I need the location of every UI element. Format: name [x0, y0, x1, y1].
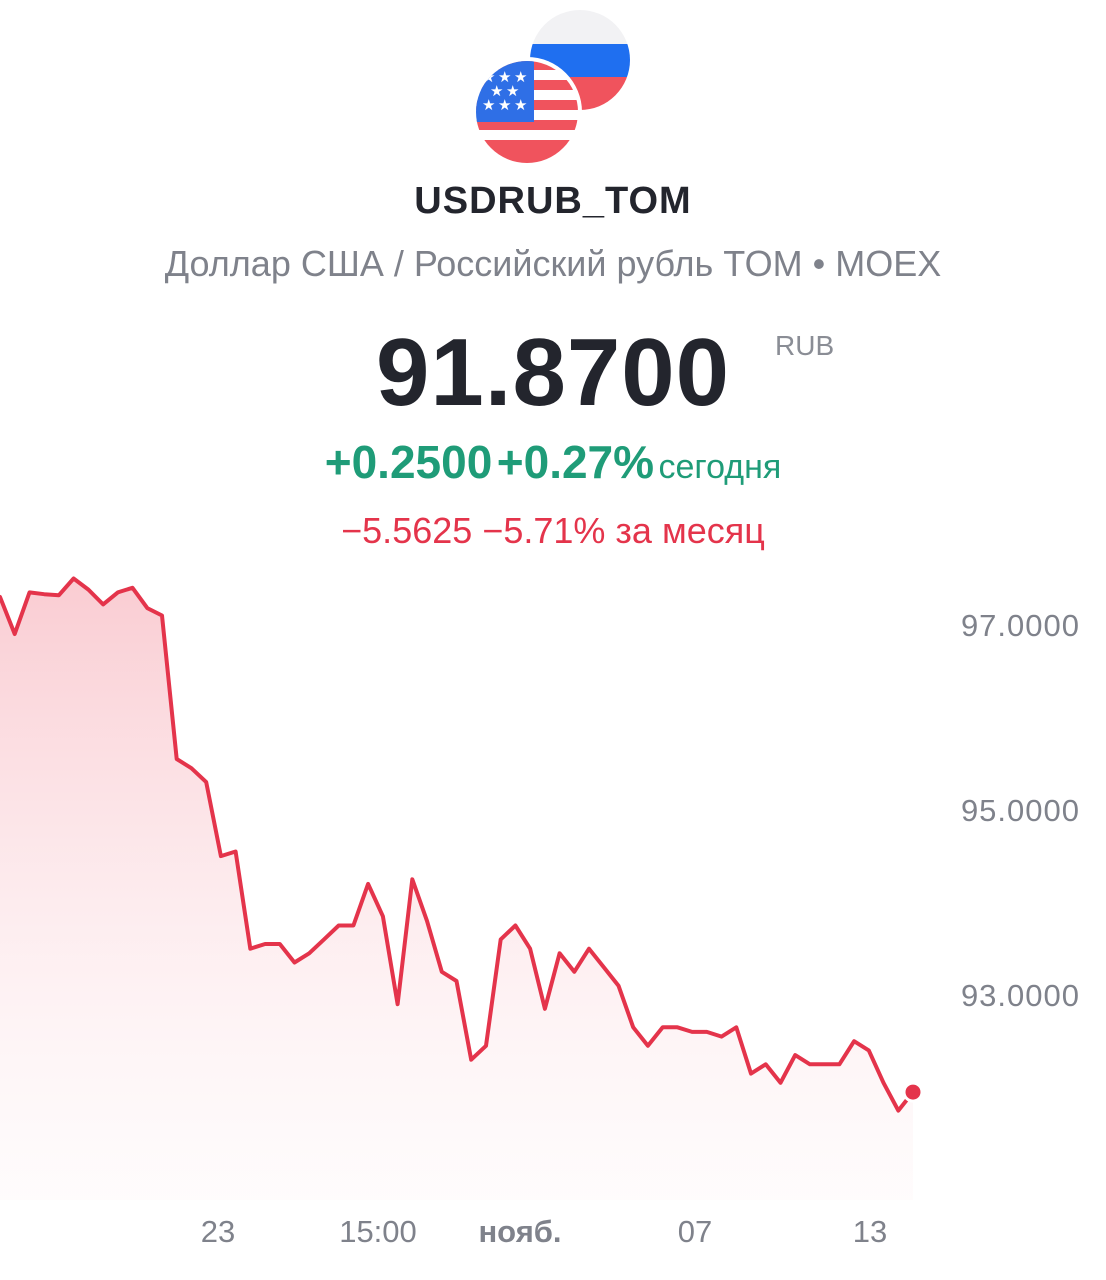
x-tick-label: 23 — [201, 1214, 235, 1249]
x-tick-label: 07 — [678, 1214, 712, 1249]
today-change-percent: +0.27% — [496, 436, 655, 488]
price-row: 91.8700 — [0, 318, 1106, 428]
price-area — [0, 578, 913, 1200]
month-label: за месяц — [615, 510, 765, 551]
y-tick-label: 97.0000 — [961, 608, 1080, 643]
y-tick-label: 93.0000 — [961, 978, 1080, 1013]
today-label: сегодня — [658, 448, 782, 486]
instrument-description: Доллар США / Российский рубль TOM • MOEX — [164, 243, 942, 284]
svg-text:★: ★ — [514, 96, 527, 114]
last-price-marker — [902, 1081, 924, 1103]
x-tick-label: 13 — [853, 1214, 887, 1249]
current-price: 91.8700 — [375, 319, 730, 426]
ticker-symbol: USDRUB_TOM — [414, 180, 692, 222]
y-tick-label: 95.0000 — [961, 793, 1080, 828]
svg-text:★: ★ — [490, 82, 503, 100]
today-change: +0.2500 +0.27% сегодня — [0, 435, 1106, 489]
month-change: −5.5625 −5.71% за месяц — [0, 510, 1106, 552]
month-change-percent: −5.71% — [482, 510, 606, 551]
svg-text:★: ★ — [498, 96, 511, 114]
price-chart[interactable]: 97.0000 95.0000 93.0000 23 15:00 нояб. 07 13 — [0, 560, 1106, 1280]
usd-rub-flags-icon: ★★★ ★★ ★★★ — [472, 10, 630, 167]
x-tick-label: нояб. — [478, 1214, 561, 1249]
svg-text:★: ★ — [498, 68, 511, 86]
svg-text:★: ★ — [506, 82, 519, 100]
today-change-value: +0.2500 — [324, 436, 493, 488]
svg-text:★: ★ — [514, 68, 527, 86]
y-axis-labels: 97.0000 95.0000 93.0000 — [961, 608, 1080, 1013]
currency-label: RUB — [775, 330, 835, 361]
price-line — [0, 576, 915, 1113]
x-tick-label: 15:00 — [339, 1214, 417, 1249]
svg-text:★: ★ — [482, 96, 495, 114]
x-axis-labels: 23 15:00 нояб. 07 13 — [201, 1214, 887, 1249]
month-change-value: −5.5625 — [341, 510, 473, 551]
